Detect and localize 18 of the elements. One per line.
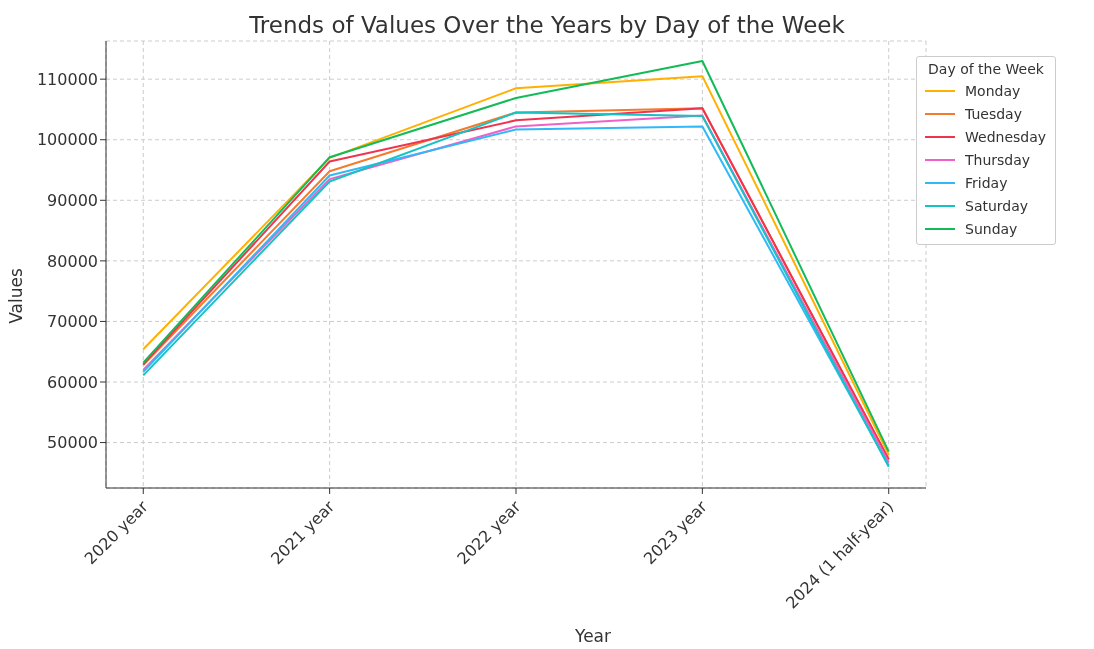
legend-label: Saturday	[965, 197, 1029, 214]
legend-label: Wednesday	[965, 128, 1047, 145]
legend-label: Tuesday	[965, 105, 1022, 122]
y-tick-label: 90000	[47, 190, 98, 210]
legend-label: Friday	[965, 174, 1008, 191]
y-tick-label: 70000	[47, 312, 98, 332]
y-tick-label: 60000	[47, 372, 98, 392]
y-tick-label: 100000	[36, 130, 98, 150]
y-axis-title: Values	[5, 268, 26, 324]
chart-title: Trends of Values Over the Years by Day of the Week	[248, 12, 846, 38]
legend-title: Day of the Week	[927, 61, 1045, 77]
legend-label: Thursday	[965, 151, 1031, 168]
y-tick-label: 80000	[47, 251, 98, 271]
x-axis-title: Year	[574, 626, 612, 646]
legend-label: Sunday	[965, 220, 1018, 237]
y-tick-label: 50000	[47, 433, 98, 453]
y-tick-label: 110000	[36, 69, 98, 89]
legend-label: Monday	[965, 82, 1021, 99]
